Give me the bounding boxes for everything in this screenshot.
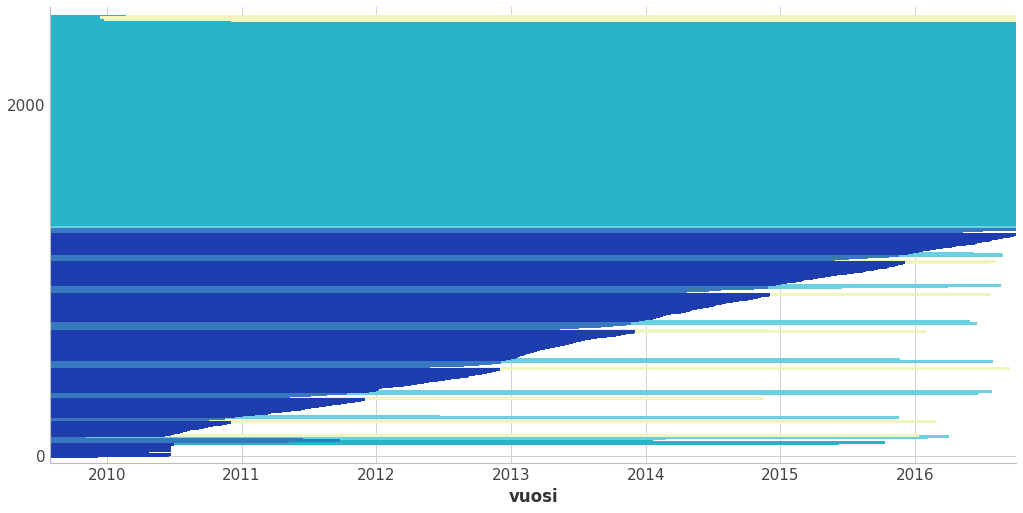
X-axis label: vuosi: vuosi xyxy=(508,488,558,506)
